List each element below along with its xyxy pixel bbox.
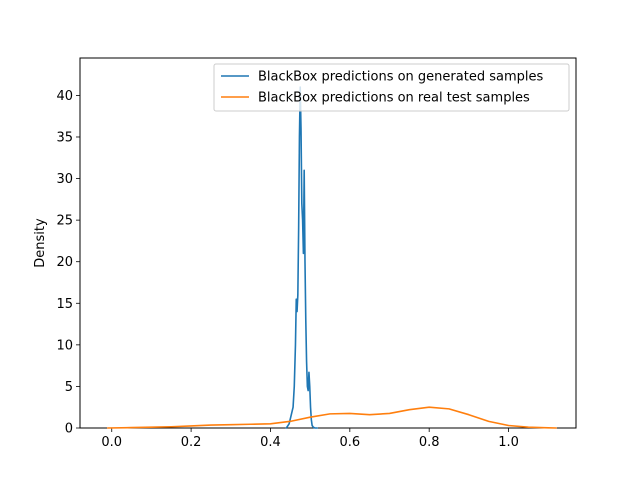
series-line-generated <box>285 86 319 429</box>
y-tick-label: 0 <box>65 422 73 437</box>
x-tick-label: 0.2 <box>181 435 202 450</box>
legend-box <box>213 63 570 112</box>
legend-label-generated: BlackBox predictions on generated sample… <box>258 70 543 85</box>
x-tick-label: 0.8 <box>419 435 440 450</box>
y-axis: 0 5 10 15 20 25 30 35 40 <box>56 89 80 437</box>
y-tick-label: 10 <box>56 338 73 353</box>
y-tick-label: 15 <box>56 297 73 312</box>
plot-area <box>79 57 577 429</box>
x-axis: 0.0 0.2 0.4 0.6 0.8 1.0 <box>101 428 519 450</box>
plot-frame <box>79 57 577 429</box>
y-tick-label: 30 <box>56 172 73 187</box>
series-line-real <box>106 406 557 429</box>
y-tick-label: 25 <box>56 214 73 229</box>
x-tick-label: 0.0 <box>101 435 122 450</box>
legend: BlackBox predictions on generated sample… <box>213 63 570 112</box>
y-axis-label: Density <box>33 218 48 268</box>
y-tick-label: 40 <box>56 89 73 104</box>
y-tick-label: 5 <box>65 380 73 395</box>
series-layer <box>106 86 557 429</box>
y-tick-label: 35 <box>56 130 73 145</box>
x-tick-label: 1.0 <box>498 435 519 450</box>
x-tick-label: 0.4 <box>260 435 281 450</box>
legend-label-real: BlackBox predictions on real test sample… <box>258 91 530 106</box>
y-tick-label: 20 <box>56 255 73 270</box>
x-tick-label: 0.6 <box>339 435 360 450</box>
